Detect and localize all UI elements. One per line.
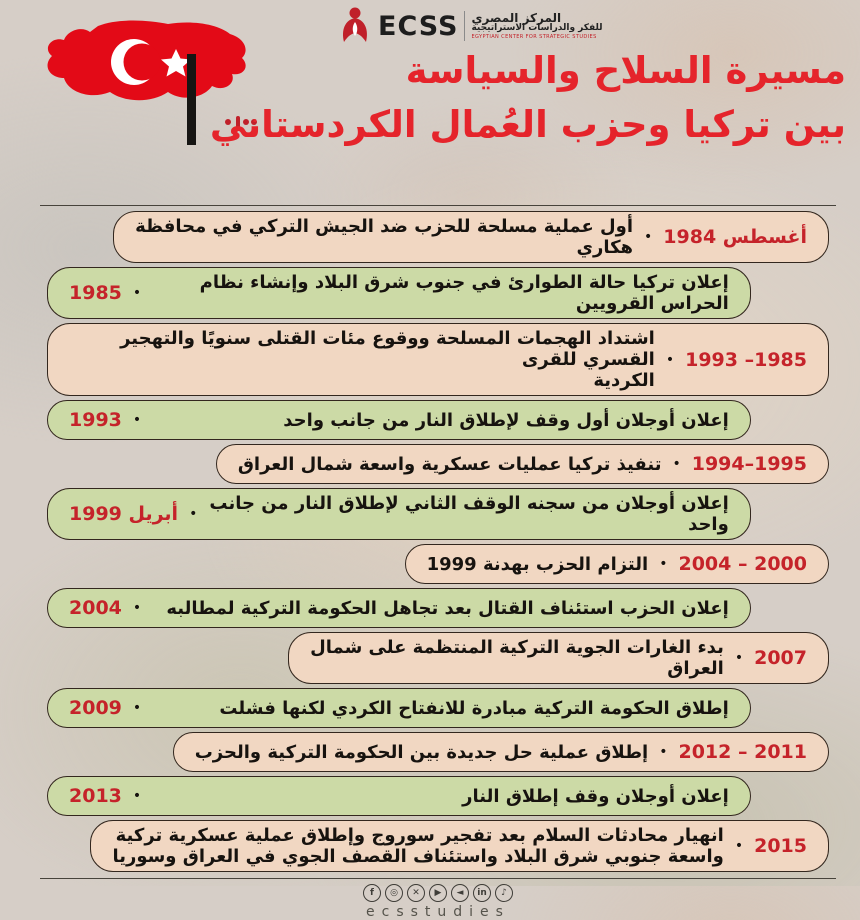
timeline-row: إعلان أوجلان أول وقف لإطلاق النار من جان… — [47, 400, 751, 440]
bullet-separator: • — [659, 744, 668, 760]
year-label: أغسطس 1984 — [663, 226, 807, 248]
timeline-row: إعلان أوجلان وقف إطلاق النار • 2013 — [47, 776, 751, 816]
timeline-row: 1995–1994 • تنفيذ تركيا عمليات عسكرية وا… — [215, 444, 829, 484]
event-text: أول عملية مسلحة للحزب ضد الجيش التركي في… — [135, 216, 634, 258]
ecss-emblem-icon — [343, 7, 367, 42]
event-text: التزام الحزب بهدنة 1999 — [426, 553, 649, 575]
timeline-row: 2015 • انهيار محادثات السلام بعد تفجير س… — [90, 820, 829, 872]
page-title-line2: بين تركيا وحزب العُمال الكردستاني — [209, 103, 846, 147]
page-title-line1: مسيرة السلاح والسياسة — [405, 49, 846, 92]
timeline-row: إعلان أوجلان من سجنه الوقف الثاني لإطلاق… — [47, 488, 751, 540]
year-label: 1995–1994 — [691, 453, 807, 475]
ecss-acronym: ECSS — [378, 10, 459, 42]
logo-divider — [464, 11, 466, 41]
year-group: 2007 • — [735, 647, 807, 669]
event-text: اشتداد الهجمات المسلحة ووقوع مئات القتلى… — [120, 328, 655, 391]
footer: f ◎ ✕ ▶ ◄ in ♪ ecsstudies — [40, 884, 836, 920]
bullet-separator: • — [734, 650, 744, 666]
year-group: • 1985 — [69, 282, 141, 304]
year-label: 2013 — [69, 785, 122, 807]
year-label: 1985 — [69, 282, 122, 304]
year-group: 2011 – 2012 • — [659, 741, 807, 763]
year-group: 1995–1994 • — [672, 453, 807, 475]
event-text: بدء الغارات الجوية التركية المنتظمة على … — [310, 637, 724, 679]
year-label: 2000 – 2004 — [678, 553, 807, 575]
title-block: مسيرة السلاح والسياسة بين تركيا وحزب الع… — [186, 44, 846, 153]
bullet-separator: • — [132, 788, 142, 804]
event-text: إعلان أوجلان من سجنه الوقف الثاني لإطلاق… — [209, 493, 729, 535]
ecss-logo: ECSS المركز المصري للفكر والدراسات الاست… — [338, 6, 603, 46]
year-group: 1985– 1993 • — [666, 349, 807, 371]
year-group: • 1993 — [69, 409, 141, 431]
event-text: إطلاق الحكومة التركية مبادرة للانفتاح ال… — [219, 697, 729, 719]
year-label: أبريل 1999 — [69, 503, 179, 525]
year-label: 2011 – 2012 — [678, 741, 807, 763]
timeline-row: إعلان الحزب استئناف القتال بعد تجاهل الح… — [47, 588, 751, 628]
instagram-icon[interactable]: ◎ — [385, 884, 403, 902]
turkey-map-graphic — [47, 20, 257, 129]
bullet-separator: • — [189, 506, 198, 522]
turkey-map-flag — [30, 16, 260, 134]
timeline-row: أغسطس 1984 • أول عملية مسلحة للحزب ضد ال… — [113, 211, 829, 263]
linkedin-icon[interactable]: in — [473, 884, 491, 902]
year-group: • 2013 — [69, 785, 141, 807]
timeline-row: إعلان تركيا حالة الطوارئ في جنوب شرق الب… — [47, 267, 751, 319]
bullet-separator: • — [672, 456, 681, 472]
event-text: إعلان أوجلان وقف إطلاق النار — [462, 785, 729, 807]
bullet-separator: • — [734, 838, 744, 854]
year-group: 2015 • — [735, 835, 807, 857]
org-name-arabic-line2: للفكر والدراسات الاستراتيجية — [471, 23, 603, 34]
bottom-rule — [40, 878, 836, 879]
bullet-separator: • — [665, 351, 675, 368]
top-rule — [40, 205, 836, 206]
tiktok-icon[interactable]: ♪ — [495, 884, 513, 902]
event-text: إعلان تركيا حالة الطوارئ في جنوب شرق الب… — [199, 272, 729, 314]
timeline-row: إطلاق الحكومة التركية مبادرة للانفتاح ال… — [47, 688, 751, 728]
telegram-icon[interactable]: ◄ — [451, 884, 469, 902]
year-label: 2004 — [69, 597, 122, 619]
year-group: • أبريل 1999 — [69, 503, 197, 525]
event-text: إعلان أوجلان أول وقف لإطلاق النار من جان… — [283, 409, 729, 431]
year-group: • 2009 — [69, 697, 141, 719]
timeline-row: 1985– 1993 • اشتداد الهجمات المسلحة ووقو… — [47, 323, 829, 396]
timeline-list: أغسطس 1984 • أول عملية مسلحة للحزب ضد ال… — [40, 206, 836, 878]
year-label: 2015 — [754, 835, 807, 857]
bullet-separator: • — [132, 412, 142, 428]
timeline-row: 2007 • بدء الغارات الجوية التركية المنتظ… — [288, 632, 829, 684]
year-group: 2000 – 2004 • — [659, 553, 807, 575]
year-label: 1993 — [69, 409, 122, 431]
year-label: 2009 — [69, 697, 122, 719]
timeline-row: 2011 – 2012 • إطلاق عملية حل جديدة بين ا… — [172, 732, 829, 772]
event-text: تنفيذ تركيا عمليات عسكرية واسعة شمال الع… — [237, 453, 662, 475]
bullet-separator: • — [132, 285, 142, 301]
year-group: • 2004 — [69, 597, 141, 619]
event-text: إعلان الحزب استئناف القتال بعد تجاهل الح… — [166, 597, 729, 619]
title-accent-bar — [186, 54, 196, 145]
bullet-separator: • — [132, 600, 142, 616]
event-text: إطلاق عملية حل جديدة بين الحكومة التركية… — [194, 741, 649, 763]
bullet-separator: • — [644, 229, 653, 245]
social-handle: ecsstudies — [366, 904, 510, 920]
year-label: 2007 — [754, 647, 807, 669]
org-name-arabic-line1: المركز المصري — [471, 10, 562, 25]
bullet-separator: • — [659, 556, 668, 572]
x-twitter-icon[interactable]: ✕ — [407, 884, 425, 902]
event-text: انهيار محادثات السلام بعد تفجير سوروج وإ… — [112, 825, 724, 867]
youtube-icon[interactable]: ▶ — [429, 884, 447, 902]
year-label: 1985– 1993 — [685, 348, 807, 371]
bullet-separator: • — [132, 700, 142, 716]
facebook-icon[interactable]: f — [363, 884, 381, 902]
timeline-section: أغسطس 1984 • أول عملية مسلحة للحزب ضد ال… — [40, 205, 836, 920]
timeline-row: 2000 – 2004 • التزام الحزب بهدنة 1999 — [404, 544, 829, 584]
org-name-english: EGYPTIAN CENTER FOR STRATEGIC STUDIES — [471, 33, 597, 40]
social-icons-row: f ◎ ✕ ▶ ◄ in ♪ — [40, 884, 836, 902]
year-group: أغسطس 1984 • — [644, 226, 807, 248]
